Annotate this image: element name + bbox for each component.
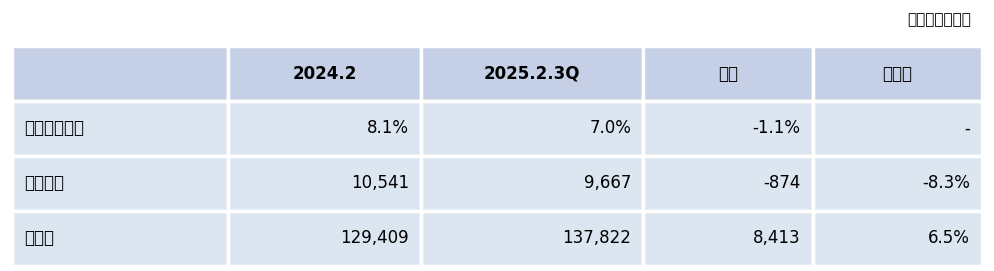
Bar (12, 211, 229, 266)
Bar (421, 211, 643, 266)
Text: -8.3%: -8.3% (922, 174, 970, 192)
Bar (229, 101, 421, 156)
Bar (12, 101, 229, 156)
Bar (12, 156, 229, 211)
Bar (812, 101, 982, 156)
Text: （単位：億円）: （単位：億円） (908, 12, 971, 27)
Text: 総資産: 総資産 (24, 229, 54, 247)
Bar (229, 211, 421, 266)
Text: 8,413: 8,413 (753, 229, 800, 247)
Bar (421, 156, 643, 211)
Text: 10,541: 10,541 (351, 174, 410, 192)
Text: 自己資本比率: 自己資本比率 (24, 120, 83, 137)
Text: 6.5%: 6.5% (928, 229, 970, 247)
Text: 増減: 増減 (718, 64, 738, 82)
Bar (812, 211, 982, 266)
Text: 137,822: 137,822 (563, 229, 631, 247)
Text: -1.1%: -1.1% (752, 120, 800, 137)
Text: 増減率: 増減率 (883, 64, 912, 82)
Bar (229, 46, 421, 101)
Text: 9,667: 9,667 (583, 174, 631, 192)
Text: -: - (964, 120, 970, 137)
Text: 129,409: 129,409 (341, 229, 410, 247)
Bar (643, 211, 812, 266)
Bar (812, 156, 982, 211)
Text: 自己資本: 自己資本 (24, 174, 64, 192)
Text: 7.0%: 7.0% (589, 120, 631, 137)
Bar (421, 101, 643, 156)
Bar (812, 46, 982, 101)
Bar (643, 46, 812, 101)
Bar (12, 46, 229, 101)
Bar (643, 156, 812, 211)
Text: 2025.2.3Q: 2025.2.3Q (484, 64, 580, 82)
Text: 8.1%: 8.1% (367, 120, 410, 137)
Bar (421, 46, 643, 101)
Bar (229, 156, 421, 211)
Text: 2024.2: 2024.2 (292, 64, 357, 82)
Text: -874: -874 (763, 174, 800, 192)
Bar (643, 101, 812, 156)
